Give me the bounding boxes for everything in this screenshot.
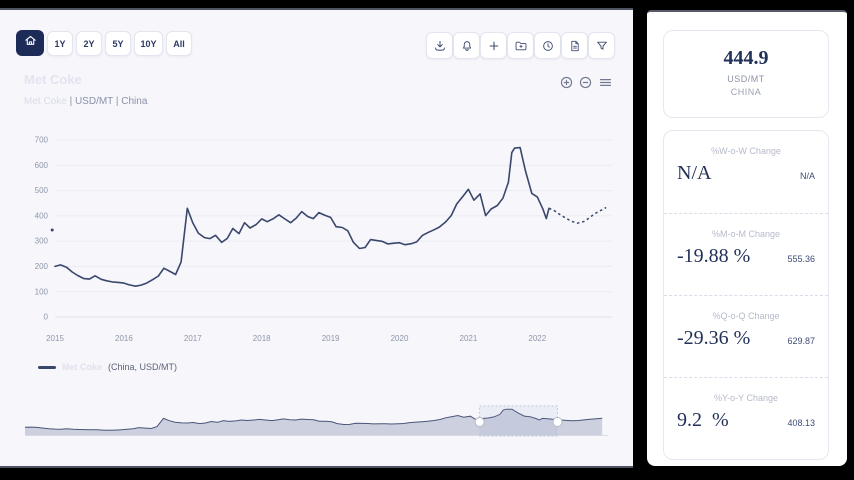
x-axis-tick: 2016 [115,334,133,343]
range-button-all[interactable]: All [166,31,192,56]
x-axis-tick: 2018 [253,334,271,343]
legend-label: (China, USD/MT) [108,362,178,372]
stats-panel: 444.9 USD/MT CHINA %W-o-W Change N/A N/A… [647,10,847,466]
current-price-region: CHINA [730,87,762,97]
clock-icon [541,39,555,53]
menu-icon[interactable] [598,76,613,89]
stat-label-wow: %W-o-W Change [711,146,781,156]
y-axis-tick: 400 [35,212,49,221]
stat-row-mom: %M-o-M Change -19.88 % 555.36 [664,213,828,295]
x-axis-tick: 2015 [46,334,64,343]
stat-ref-yoy: 408.13 [787,418,815,428]
stat-change-yoy: 9.2 % [677,409,729,431]
stat-change-wow: N/A [677,162,712,184]
stat-ref-wow: N/A [799,171,815,181]
y-axis-tick: 700 [35,136,49,145]
chart-controls [560,76,613,89]
stat-ref-mom: 555.36 [787,254,815,264]
orphan-point [50,228,54,232]
range-button-1y[interactable]: 1Y [47,31,73,56]
legend-item[interactable]: Met Coke (China, USD/MT) [38,362,177,372]
filter-icon [595,39,609,53]
range-button-5y[interactable]: 5Y [105,31,131,56]
current-price-value: 444.9 [723,47,769,69]
zoom-in-icon[interactable] [560,76,573,89]
history-button[interactable] [534,32,561,59]
bell-icon [460,39,474,53]
x-axis-tick: 2020 [391,334,409,343]
range-button-10y[interactable]: 10Y [134,31,163,56]
panel-divider [633,0,647,470]
download-button[interactable] [426,32,453,59]
current-price-unit: USD/MT [727,74,765,84]
price-line-forecast [548,206,607,224]
file-icon [568,39,582,53]
stat-row-yoy: %Y-o-Y Change 9.2 % 408.13 [664,377,828,459]
navigator-line [24,408,603,431]
price-line-historical [54,146,550,288]
stat-change-qoq: -29.36 % [677,327,751,349]
stat-label-yoy: %Y-o-Y Change [713,393,779,403]
stat-label-mom: %M-o-M Change [711,229,781,239]
current-price-card: 444.9 USD/MT CHINA [663,30,829,118]
x-axis-tick: 2022 [528,334,546,343]
change-stats-card: %W-o-W Change N/A N/A %M-o-M Change -19.… [663,130,829,460]
x-axis-tick: 2021 [460,334,478,343]
x-axis-tick: 2017 [184,334,202,343]
chart-panel: 1Y 2Y 5Y 10Y All Met Coke Met Coke | U [0,8,633,468]
y-axis-tick: 300 [35,237,49,246]
navigator-handle-right[interactable] [552,417,563,427]
home-icon [24,34,37,52]
stat-row-wow: %W-o-W Change N/A N/A [664,131,828,213]
y-axis-tick: 200 [35,262,49,271]
y-axis-tick: 100 [35,287,49,296]
stat-change-mom: -19.88 % [677,245,751,267]
navigator-selection[interactable] [479,405,559,437]
navigator-handle-left[interactable] [474,417,485,427]
y-axis-tick: 500 [35,186,49,195]
product-subtitle: Met Coke | USD/MT | China [24,96,147,107]
product-subtitle-ghost: Met Coke [24,96,67,107]
download-icon [433,39,447,53]
add-button[interactable] [480,32,507,59]
product-subtitle-units: | USD/MT | China [69,96,148,107]
y-axis-tick: 0 [44,313,49,322]
legend-swatch [38,365,56,369]
report-button[interactable] [561,32,588,59]
price-chart[interactable]: 0 100 200 300 400 500 600 700 2015 2016 2017 2018 20… [0,10,633,468]
zoom-out-icon[interactable] [579,76,592,89]
x-axis-tick: 2019 [322,334,340,343]
stat-ref-qoq: 629.87 [787,336,815,346]
range-button-2y[interactable]: 2Y [76,31,102,56]
home-button[interactable] [16,30,44,56]
legend-series-ghost: Met Coke [62,362,103,372]
alert-button[interactable] [453,32,480,59]
plus-icon [487,39,501,53]
stat-row-qoq: %Q-o-Q Change -29.36 % 629.87 [664,295,828,377]
y-axis-tick: 600 [35,161,49,170]
folder-icon [514,39,528,53]
stat-label-qoq: %Q-o-Q Change [712,311,780,321]
product-title: Met Coke [24,72,82,87]
filter-button[interactable] [588,32,615,59]
folder-button[interactable] [507,32,534,59]
